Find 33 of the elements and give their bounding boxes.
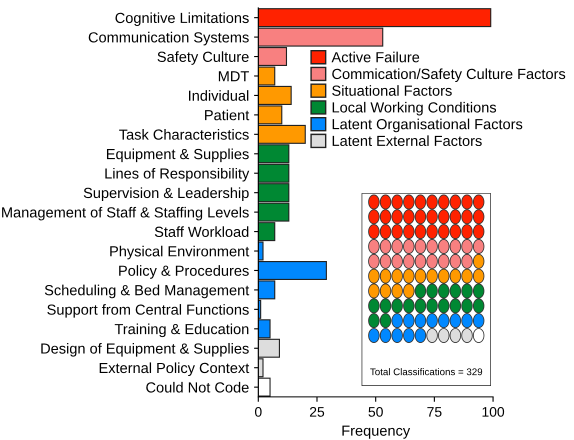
x-tick-label: 25 [310, 406, 324, 417]
y-tick-label: Cognitive Limitations [115, 12, 249, 26]
y-tick-label: Patient [205, 110, 250, 120]
y-tick-label: MDT [218, 71, 249, 82]
y-tick-label: Scheduling & Bed Management [44, 284, 250, 298]
y-tick-label: Physical Environment [110, 246, 250, 260]
y-tick-label: Equipment & Supplies [106, 148, 249, 162]
y-tick-label: Safety Culture [158, 51, 249, 65]
x-tick-label: 0 [254, 406, 262, 417]
y-tick-label: Staff Workload [154, 226, 248, 237]
legend-label: Commication/Safety Culture Factors [332, 68, 566, 82]
x-tick-label: 75 [427, 407, 442, 417]
y-tick-label: Communication Systems [88, 32, 249, 46]
y-tick-label: Lines of Responsibility [105, 168, 250, 182]
y-tick-label: Supervision & Leadership [84, 187, 249, 201]
y-tick-label: External Policy Context [100, 362, 250, 376]
x-tick-label: 100 [482, 406, 504, 417]
y-tick-label: Could Not Code [146, 382, 249, 393]
y-tick-label: Task Characteristics [119, 129, 249, 140]
y-tick-label: Individual [189, 90, 248, 101]
annotation: Total Classifications = 329 [370, 368, 482, 376]
y-tick-label: Design of Equipment & Supplies [41, 342, 249, 357]
legend-label: Latent Organisational Factors [332, 118, 522, 132]
y-tick-label: Training & Education [114, 324, 248, 338]
legend-label: Situational Factors [332, 85, 452, 96]
y-tick-label: Policy & Procedures [119, 265, 249, 279]
legend-label: Local Working Conditions [332, 102, 496, 116]
x-tick-label: 50 [368, 406, 383, 417]
y-tick-label: Support from Central Functions [47, 304, 249, 318]
x-axis-title: Frequency [342, 426, 410, 439]
legend-label: Active Failure [332, 52, 420, 62]
legend-label: Latent External Factors [332, 135, 482, 146]
y-tick-label: Management of Staff & Staffing Levels [2, 206, 249, 220]
